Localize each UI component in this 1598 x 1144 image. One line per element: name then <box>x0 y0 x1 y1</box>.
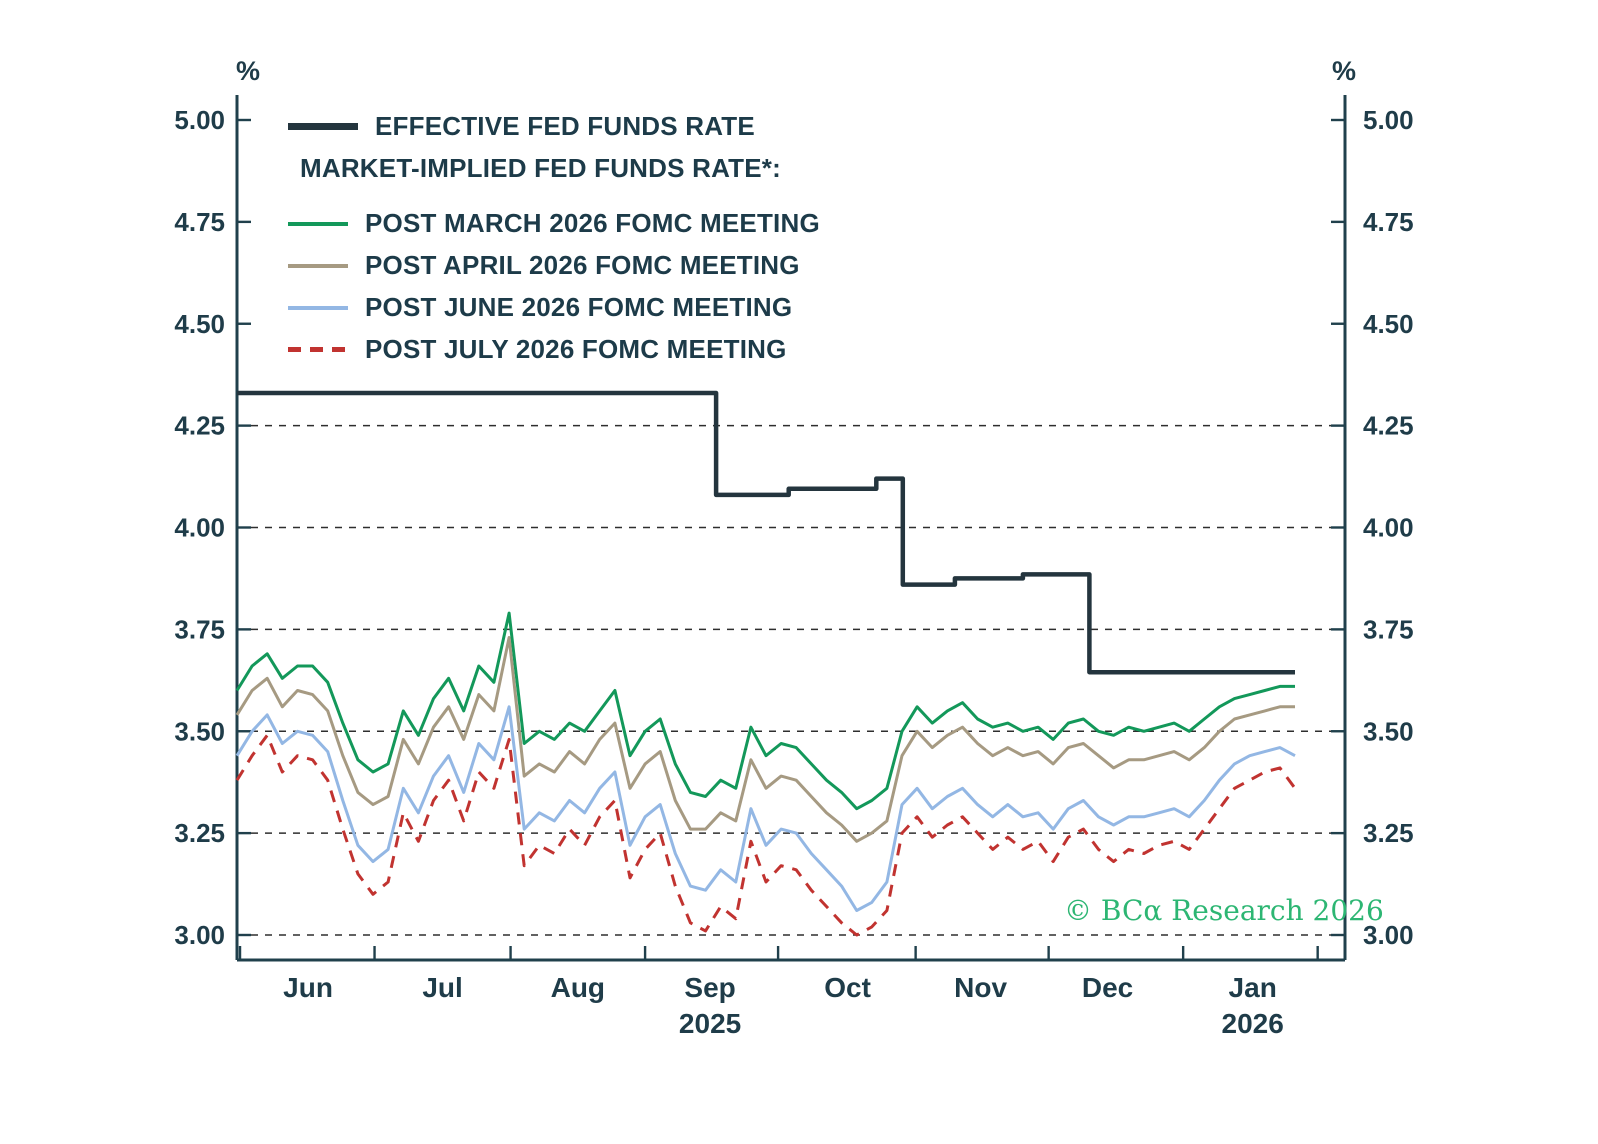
legend-label-post-july: POST JULY 2026 FOMC MEETING <box>365 334 787 364</box>
percent-label-left: % <box>236 56 260 86</box>
y-tick-label-right: 3.00 <box>1363 920 1414 950</box>
legend-label-post-june: POST JUNE 2026 FOMC MEETING <box>365 292 793 322</box>
series-effective-fed-funds-rate <box>237 390 1295 675</box>
chart-legend: EFFECTIVE FED FUNDS RATE MARKET-IMPLIED … <box>288 110 820 375</box>
legend-label-post-april: POST APRIL 2026 FOMC MEETING <box>365 250 800 280</box>
y-tick-label-left: 5.00 <box>174 105 225 135</box>
y-tick-label-left: 3.00 <box>174 920 225 950</box>
x-month-label: Nov <box>954 972 1007 1003</box>
y-tick-label-right: 4.50 <box>1363 309 1414 339</box>
y-tick-label-right: 4.75 <box>1363 207 1414 237</box>
march-line-swatch-icon <box>288 221 348 226</box>
legend-label-effr: EFFECTIVE FED FUNDS RATE <box>375 111 755 141</box>
x-month-label: Jan <box>1229 972 1277 1003</box>
x-year-label: 2025 <box>679 1008 741 1039</box>
x-month-label: Jun <box>283 972 333 1003</box>
series-post-july-2026-fomc-meeting <box>235 733 1297 937</box>
legend-row-post-april: POST APRIL 2026 FOMC MEETING <box>288 249 820 282</box>
series-post-june-2026-fomc-meeting <box>235 705 1296 912</box>
y-tick-label-right: 3.75 <box>1363 614 1414 644</box>
y-tick-label-left: 3.25 <box>174 818 225 848</box>
y-tick-label-left: 4.50 <box>174 309 225 339</box>
y-tick-label-right: 3.50 <box>1363 716 1414 746</box>
x-month-label: Oct <box>824 972 871 1003</box>
legend-row-post-march: POST MARCH 2026 FOMC MEETING <box>288 207 820 240</box>
legend-row-post-june: POST JUNE 2026 FOMC MEETING <box>288 291 820 324</box>
y-tick-label-left: 3.75 <box>174 614 225 644</box>
april-line-swatch-icon <box>288 263 348 268</box>
x-month-label: Dec <box>1082 972 1133 1003</box>
percent-label-right: % <box>1332 56 1356 86</box>
legend-label-post-march: POST MARCH 2026 FOMC MEETING <box>365 208 820 238</box>
y-tick-label-left: 4.00 <box>174 513 225 543</box>
x-month-label: Aug <box>551 972 605 1003</box>
july-dashed-line-swatch-icon <box>288 347 348 352</box>
legend-row-post-july: POST JULY 2026 FOMC MEETING <box>288 333 820 366</box>
legend-label-market-implied: MARKET-IMPLIED FED FUNDS RATE*: <box>300 153 781 183</box>
bca-research-copyright: © BCα Research 2026 <box>1064 894 1384 927</box>
legend-row-market-implied-heading: MARKET-IMPLIED FED FUNDS RATE*: <box>300 152 820 185</box>
series-post-april-2026-fomc-meeting <box>235 636 1295 843</box>
x-month-label: Jul <box>422 972 462 1003</box>
legend-row-effective-fed-funds-rate: EFFECTIVE FED FUNDS RATE <box>288 110 820 143</box>
x-month-label: Sep <box>684 972 735 1003</box>
y-tick-label-right: 3.25 <box>1363 818 1414 848</box>
y-tick-label-left: 4.75 <box>174 207 225 237</box>
y-tick-label-left: 4.25 <box>174 411 225 441</box>
june-line-swatch-icon <box>288 305 348 310</box>
y-tick-label-right: 5.00 <box>1363 105 1414 135</box>
y-tick-label-left: 3.50 <box>174 716 225 746</box>
y-tick-label-right: 4.25 <box>1363 411 1414 441</box>
x-year-label: 2026 <box>1222 1008 1284 1039</box>
y-tick-label-right: 4.00 <box>1363 513 1414 543</box>
series-post-march-2026-fomc-meeting <box>235 611 1295 811</box>
effr-line-swatch-icon <box>288 123 358 130</box>
